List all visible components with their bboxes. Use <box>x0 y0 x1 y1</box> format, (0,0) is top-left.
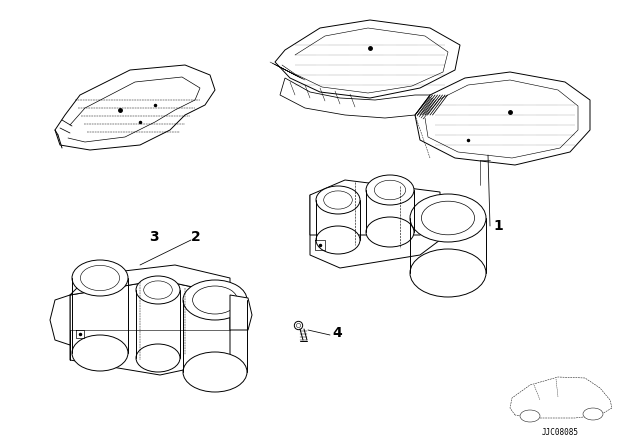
Text: 2: 2 <box>191 230 201 244</box>
Ellipse shape <box>183 280 247 320</box>
Text: 4: 4 <box>332 326 342 340</box>
Text: JJC08085: JJC08085 <box>541 427 579 436</box>
Text: 3: 3 <box>149 230 159 244</box>
Ellipse shape <box>316 186 360 214</box>
Ellipse shape <box>72 260 128 296</box>
Polygon shape <box>510 377 612 418</box>
Ellipse shape <box>366 217 414 247</box>
Ellipse shape <box>136 276 180 304</box>
Polygon shape <box>70 265 230 295</box>
Polygon shape <box>415 72 590 165</box>
Polygon shape <box>70 280 230 375</box>
Text: 1: 1 <box>493 219 503 233</box>
Polygon shape <box>50 295 70 345</box>
Ellipse shape <box>410 249 486 297</box>
Ellipse shape <box>316 226 360 254</box>
Ellipse shape <box>136 344 180 372</box>
Ellipse shape <box>520 410 540 422</box>
Ellipse shape <box>72 335 128 371</box>
Polygon shape <box>310 195 440 268</box>
Polygon shape <box>310 180 440 235</box>
Ellipse shape <box>410 194 486 242</box>
Polygon shape <box>280 78 430 118</box>
Polygon shape <box>275 20 460 98</box>
Polygon shape <box>55 65 215 150</box>
Ellipse shape <box>366 175 414 205</box>
Ellipse shape <box>183 352 247 392</box>
Polygon shape <box>230 295 252 330</box>
Ellipse shape <box>583 408 603 420</box>
